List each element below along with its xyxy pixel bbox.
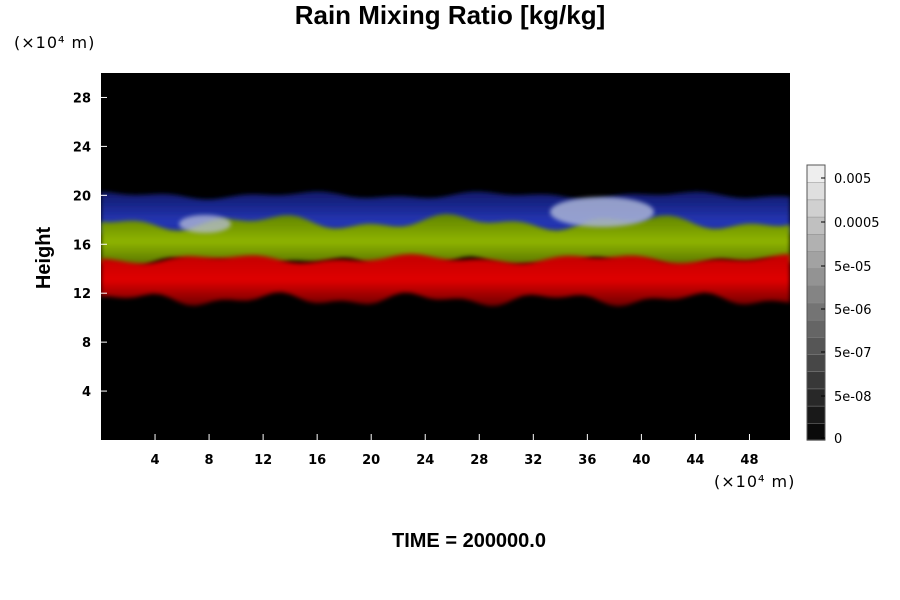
colorbar-label: 5e-08 (834, 390, 872, 405)
x-tick-label: 8 (205, 453, 214, 468)
colorbar-segment (806, 233, 826, 252)
red-band (101, 254, 790, 307)
y-tick-label: 4 (82, 385, 91, 400)
x-tick-label: 28 (470, 453, 488, 468)
high-value-cloud (550, 197, 654, 227)
y-tick-label: 20 (73, 189, 91, 204)
colorbar-segment (806, 319, 826, 338)
colorbar-label: 0.0005 (834, 216, 880, 231)
y-tick-label: 12 (73, 287, 91, 302)
field-layers (101, 191, 790, 307)
x-tick-label: 32 (524, 453, 542, 468)
x-axis-unit: (×10⁴ m) (714, 472, 796, 491)
x-tick-label: 16 (308, 453, 326, 468)
x-tick-label: 12 (254, 453, 272, 468)
x-tick-label: 24 (416, 453, 434, 468)
colorbar-segment (806, 388, 826, 407)
x-tick-label: 20 (362, 453, 380, 468)
time-footer: TIME = 200000.0 (392, 530, 546, 552)
x-tick-label: 48 (740, 453, 758, 468)
y-tick-label: 8 (82, 336, 91, 351)
colorbar-label: 0.005 (834, 172, 871, 187)
y-axis-unit: (×10⁴ m) (14, 33, 96, 52)
y-axis-label: Height (33, 227, 55, 290)
green-band (101, 214, 790, 269)
x-tick-label: 44 (686, 453, 704, 468)
y-axis-ticks: 4 8 12 16 20 24 28 (73, 91, 107, 400)
colorbar-segment (806, 199, 826, 218)
y-tick-label: 28 (73, 91, 91, 106)
x-tick-label: 36 (578, 453, 596, 468)
colorbar-label: 5e-06 (834, 303, 872, 318)
x-axis-ticks: 4 8 12 16 20 24 28 32 36 40 44 48 (151, 434, 759, 468)
colorbar-segment (806, 164, 826, 183)
colorbar-segment (806, 302, 826, 321)
colorbar-label: 5e-05 (834, 260, 872, 275)
colorbar-segment (806, 267, 826, 287)
colorbar-segment (806, 285, 826, 304)
colorbar: 0.005 0.0005 5e-05 5e-06 5e-07 5e-08 0 (806, 164, 880, 447)
y-tick-label: 24 (73, 140, 91, 155)
chart-title: Rain Mixing Ratio [kg/kg] (294, 0, 606, 30)
y-tick-label: 16 (73, 238, 91, 253)
colorbar-label: 5e-07 (834, 346, 872, 361)
colorbar-segment (806, 405, 826, 424)
colorbar-segment (806, 216, 826, 235)
colorbar-frame (806, 164, 826, 441)
colorbar-segment (806, 181, 826, 201)
x-tick-label: 40 (632, 453, 650, 468)
colorbar-segment (806, 371, 826, 390)
colorbar-segment (806, 353, 826, 372)
high-value-cloud-small (179, 215, 231, 233)
x-tick-label: 4 (151, 453, 160, 468)
colorbar-label: 0 (834, 432, 842, 447)
